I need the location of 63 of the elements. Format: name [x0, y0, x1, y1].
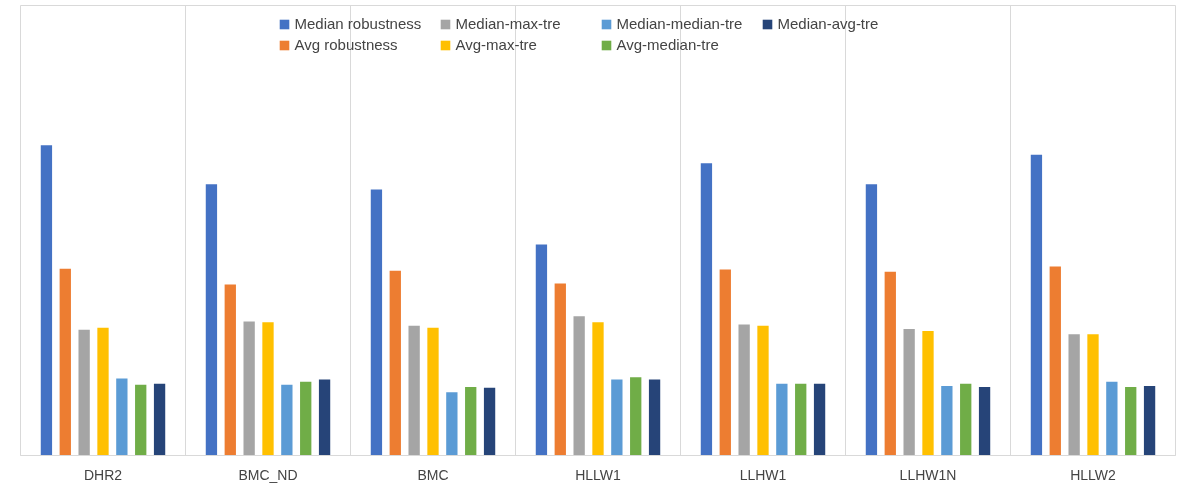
bar [813, 383, 826, 456]
bar [630, 377, 642, 456]
bar [573, 316, 585, 456]
legend-label: Avg robustness [294, 36, 399, 53]
bar [135, 384, 147, 456]
bar [281, 384, 293, 456]
bar [1087, 334, 1099, 456]
bar [1030, 154, 1043, 456]
bar [116, 378, 128, 456]
bar [903, 328, 915, 456]
bar [427, 327, 439, 456]
bar [483, 387, 496, 456]
bar [776, 383, 788, 456]
x-tick-label: DHR2 [83, 466, 123, 483]
bar [978, 386, 991, 456]
bar [370, 189, 383, 456]
bar [922, 331, 934, 456]
legend-label: Avg-median-tre [616, 36, 720, 53]
bar [318, 379, 331, 456]
bar [40, 145, 53, 456]
x-tick-label: BMC_ND [238, 466, 298, 483]
x-tick-label: LLHW1 [739, 466, 787, 483]
legend-label: Median-median-tre [616, 15, 744, 32]
bar [243, 321, 255, 456]
bar [59, 268, 71, 456]
x-tick-label: HLLW1 [575, 466, 622, 483]
bar [719, 269, 731, 456]
bar [97, 327, 109, 456]
bar [795, 383, 807, 456]
bar [153, 383, 166, 456]
bar [592, 322, 604, 456]
legend-label: Avg-max-tre [455, 36, 538, 53]
bar [300, 381, 312, 456]
bar [78, 329, 90, 456]
bar [408, 325, 420, 456]
bar [1106, 381, 1118, 456]
bar [262, 322, 274, 456]
bar [648, 379, 661, 456]
bar [205, 184, 218, 456]
bar [738, 324, 750, 456]
bar [446, 392, 458, 456]
bar [465, 386, 477, 456]
x-tick-label: BMC [417, 466, 449, 483]
bar [389, 270, 401, 456]
legend-label: Median-avg-tre [777, 15, 880, 32]
bar [535, 244, 548, 456]
x-tick-label: LLHW1N [899, 466, 957, 483]
bar [700, 163, 713, 456]
bar [554, 283, 566, 456]
bar [611, 379, 623, 456]
bar [884, 271, 896, 456]
bar [757, 325, 769, 456]
bar [1143, 385, 1156, 456]
bar [941, 385, 953, 456]
legend-label: Median robustness [294, 15, 423, 32]
legend-label: Median-max-tre [455, 15, 562, 32]
bar [224, 284, 236, 456]
bar [1049, 266, 1061, 456]
x-tick-label: HLLW2 [1070, 466, 1117, 483]
bar [1068, 334, 1080, 456]
bar [960, 383, 972, 456]
bar [865, 184, 878, 456]
bar [1125, 386, 1137, 456]
